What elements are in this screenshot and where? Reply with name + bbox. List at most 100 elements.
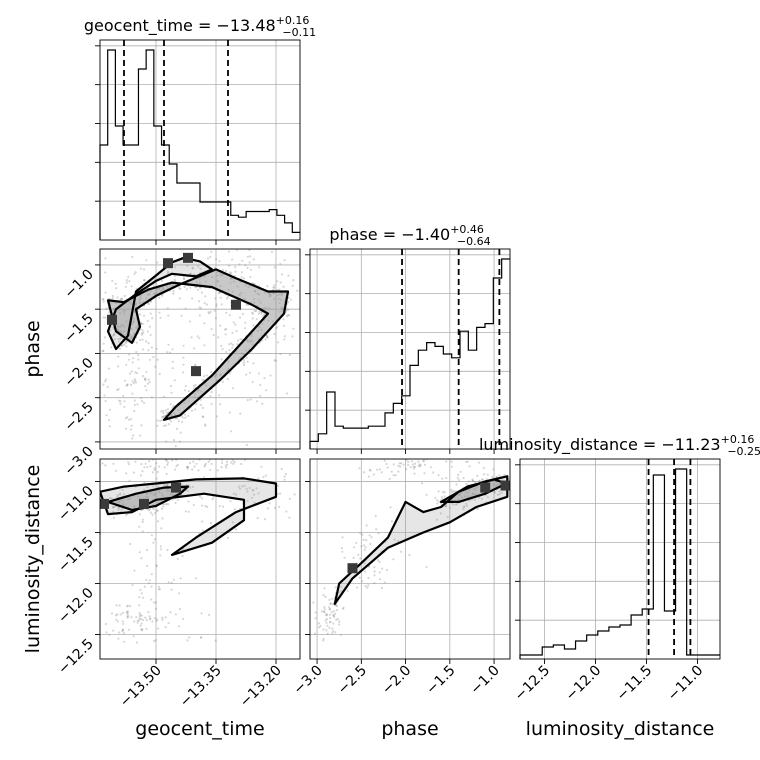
sample-point — [128, 280, 131, 283]
sample-point — [323, 611, 326, 614]
sample-point — [159, 548, 163, 551]
sample-point — [234, 323, 237, 326]
sample-point — [263, 453, 265, 455]
sample-point — [413, 467, 416, 470]
sample-point — [143, 222, 145, 224]
sample-point — [104, 257, 107, 260]
sample-point — [228, 349, 231, 352]
sample-point — [339, 590, 343, 593]
sample-point — [201, 378, 204, 381]
sample-point — [397, 539, 400, 543]
sample-point — [126, 615, 129, 618]
sample-point — [141, 520, 144, 524]
sample-point — [184, 413, 187, 416]
sample-point — [251, 381, 254, 384]
sample-point — [148, 618, 152, 621]
x-tick-label: −13.35 — [177, 663, 225, 711]
sample-point — [361, 533, 364, 536]
sample-point — [182, 617, 185, 620]
sample-point — [255, 487, 258, 490]
sample-point — [210, 250, 213, 253]
sample-point — [155, 619, 158, 622]
sample-point — [273, 359, 276, 362]
sample-point — [172, 290, 175, 293]
sample-point — [171, 459, 174, 462]
sample-point — [238, 263, 241, 266]
sample-point — [161, 419, 164, 422]
density-peak — [347, 563, 358, 574]
sample-point — [130, 616, 133, 619]
sample-point — [333, 615, 336, 619]
sample-point — [187, 510, 190, 513]
sample-point — [285, 309, 288, 312]
sample-point — [169, 611, 172, 614]
sample-point — [218, 394, 221, 397]
sample-point — [467, 480, 470, 483]
sample-point — [273, 266, 276, 269]
sample-point — [248, 486, 251, 490]
sample-point — [145, 618, 148, 622]
sample-point — [202, 415, 205, 419]
sample-point — [148, 579, 151, 582]
sample-point — [143, 585, 146, 588]
sample-point — [249, 268, 253, 271]
sample-point — [400, 462, 403, 465]
sample-point — [154, 607, 158, 611]
density-peak — [500, 480, 510, 491]
sample-point — [145, 370, 148, 374]
sample-point — [173, 379, 176, 382]
sample-point — [108, 425, 111, 428]
sample-point — [179, 440, 182, 443]
sample-point — [226, 378, 229, 381]
sample-point — [150, 455, 152, 457]
sample-point — [169, 384, 172, 388]
sample-point — [167, 503, 170, 506]
sample-point — [434, 496, 437, 499]
sample-point — [498, 490, 501, 493]
sample-point — [162, 415, 165, 418]
sample-point — [156, 419, 159, 422]
sample-point — [462, 477, 465, 480]
sample-point — [437, 474, 440, 477]
sample-point — [110, 612, 114, 615]
sample-point — [113, 332, 116, 335]
sample-point — [215, 258, 218, 261]
sample-point — [282, 285, 285, 288]
sample-point — [232, 492, 235, 495]
sample-point — [174, 613, 177, 616]
sample-point — [157, 585, 160, 588]
sample-point — [165, 455, 167, 457]
x-tick-label: −1.0 — [468, 663, 503, 698]
sample-point — [445, 460, 448, 463]
sample-point — [312, 601, 315, 604]
sample-point — [244, 321, 247, 324]
sample-point — [246, 490, 249, 493]
sample-point — [113, 333, 116, 336]
sample-point — [170, 581, 173, 584]
sample-point — [103, 336, 106, 339]
sample-point — [135, 341, 138, 344]
sample-point — [131, 584, 134, 587]
sample-point — [208, 613, 211, 617]
sample-point — [165, 472, 168, 475]
sample-point — [253, 310, 256, 313]
sample-point — [155, 565, 158, 568]
sample-point — [208, 459, 211, 461]
sample-point — [112, 506, 115, 509]
sample-point — [134, 460, 137, 463]
x-tick-label: −2.5 — [335, 663, 370, 698]
sample-point — [203, 464, 207, 467]
sample-point — [115, 618, 118, 621]
sample-point — [164, 626, 167, 629]
sample-point — [121, 611, 124, 615]
sample-point — [165, 440, 168, 443]
sample-point — [39, 311, 41, 313]
sample-point — [279, 492, 282, 495]
sample-point — [128, 628, 131, 631]
sample-point — [148, 381, 151, 384]
sample-point — [203, 322, 206, 325]
sample-point — [229, 430, 233, 433]
sample-point — [476, 474, 479, 477]
sample-point — [121, 630, 124, 633]
sample-point — [111, 297, 114, 300]
